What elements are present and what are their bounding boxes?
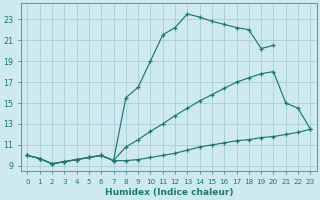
X-axis label: Humidex (Indice chaleur): Humidex (Indice chaleur) [105,188,233,197]
